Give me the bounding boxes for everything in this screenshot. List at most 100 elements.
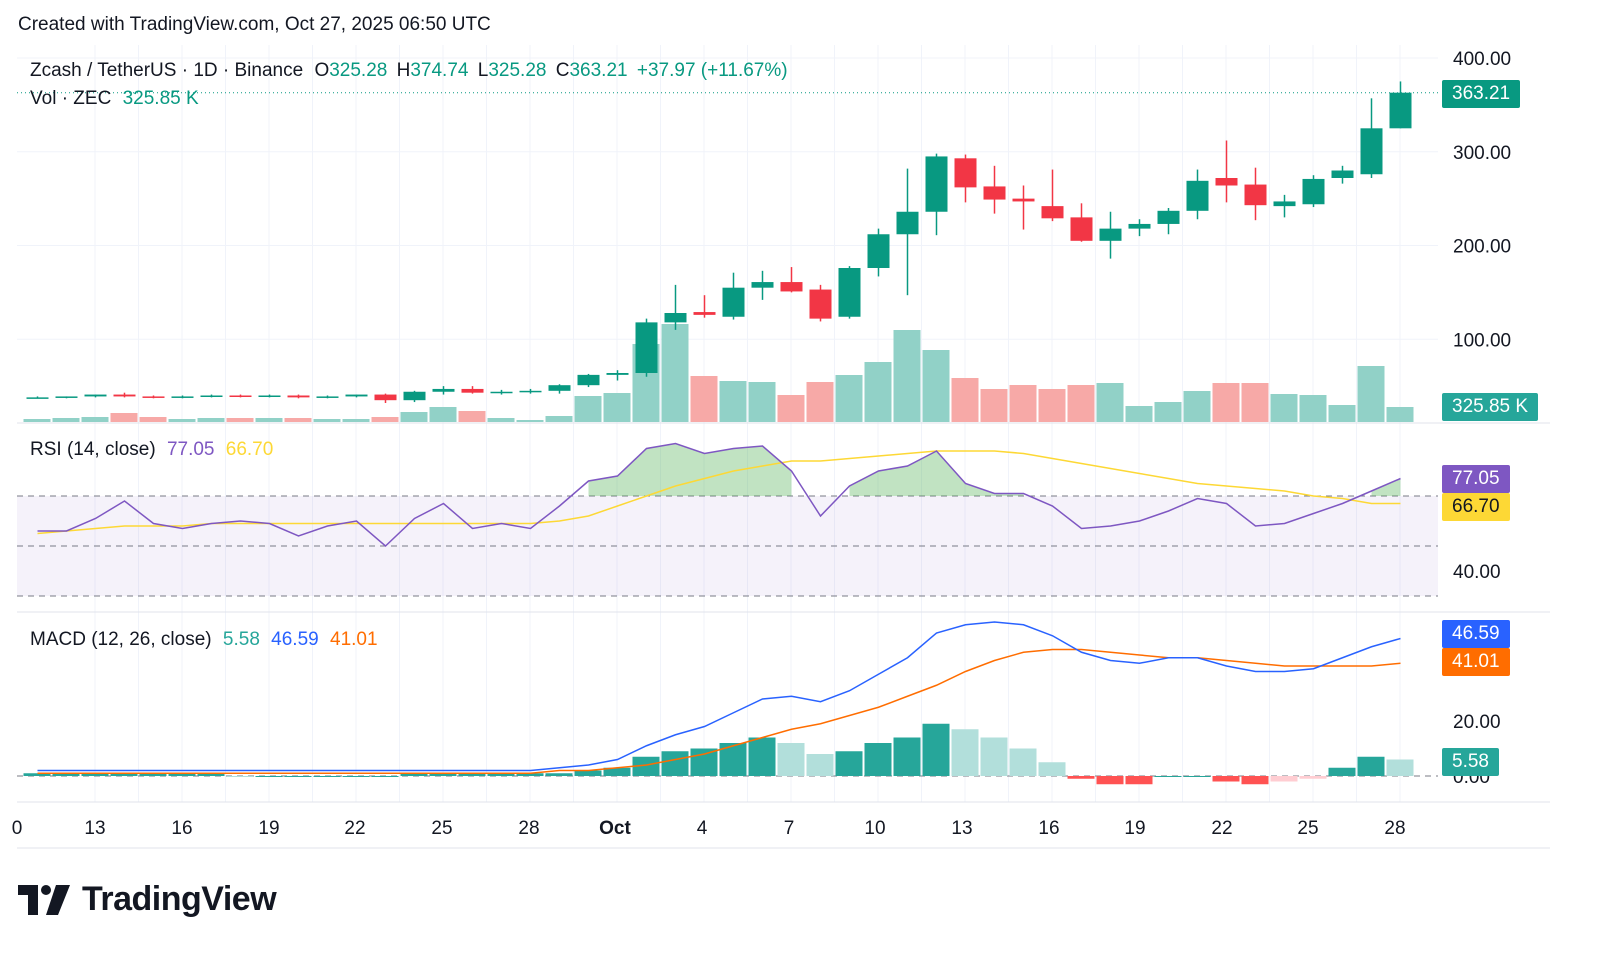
macd-histogram-bar: [1328, 767, 1356, 776]
close-label: C: [555, 60, 570, 81]
macd-histogram-bar: [429, 773, 457, 776]
time-axis-label: 7: [784, 818, 795, 839]
macd-histogram-bar: [516, 773, 544, 776]
macd-histogram-bar: [893, 737, 921, 776]
macd-hist-value: 5.58: [222, 629, 260, 650]
candle-body: [519, 390, 542, 393]
macd-histogram-bar: [313, 776, 341, 777]
candle-body: [635, 322, 658, 373]
volume-bar: [255, 418, 283, 422]
hist-tag: 5.58: [1442, 748, 1499, 776]
macd-histogram-bar: [864, 743, 892, 776]
candle-body: [693, 312, 716, 315]
volume-bar: [1009, 385, 1037, 422]
macd-histogram-bar: [574, 770, 602, 776]
macd-histogram-bar: [1009, 748, 1037, 776]
macd-histogram-bar: [342, 776, 370, 777]
signal-tag: 41.01: [1442, 648, 1510, 676]
time-axis-label: 25: [1297, 818, 1318, 839]
time-axis-label: 13: [84, 818, 105, 839]
price-axis-label: 100.00: [1453, 330, 1511, 351]
macd-histogram-bar: [1067, 776, 1095, 779]
open-value: 325.28: [329, 60, 388, 81]
volume-bar: [1154, 402, 1182, 422]
open-label: O: [314, 60, 330, 81]
price-tag: 363.21: [1442, 80, 1521, 108]
price-axis-label: 400.00: [1453, 49, 1511, 70]
volume-bar: [400, 412, 428, 422]
macd-histogram-bar: [1241, 776, 1269, 785]
candle-body: [925, 156, 948, 212]
macd-histogram-bar: [690, 748, 718, 776]
time-axis-label: 19: [258, 818, 279, 839]
volume-bar: [1212, 383, 1240, 422]
macd-signal-line: [37, 648, 1401, 774]
candle-body: [1041, 206, 1064, 219]
volume-bar: [574, 396, 602, 422]
created-with-caption: Created with TradingView.com, Oct 27, 20…: [18, 14, 491, 35]
candle-body: [1331, 170, 1354, 178]
macd-histogram-bar: [226, 776, 254, 777]
tradingview-logo-icon: [18, 884, 70, 915]
candle-body: [867, 234, 890, 268]
macd-histogram-bar: [487, 773, 515, 776]
low-label: L: [477, 60, 489, 81]
time-axis-label: 28: [1384, 818, 1405, 839]
volume-bar: [922, 350, 950, 422]
candle-body: [1302, 178, 1325, 205]
macd-histogram-bar: [23, 773, 51, 776]
candle-body: [838, 268, 861, 317]
macd-histogram-bar: [110, 773, 138, 776]
macd-histogram-bar: [1270, 776, 1298, 782]
candle-body: [55, 396, 78, 398]
macd-histogram-bar: [1154, 776, 1182, 777]
time-axis-label: 10: [864, 818, 885, 839]
macd-histogram-bar: [1038, 762, 1066, 776]
candle-body: [896, 211, 919, 235]
macd-histogram-bar: [1212, 776, 1240, 782]
volume-bar: [371, 417, 399, 422]
tradingview-logo[interactable]: TradingView: [18, 880, 277, 919]
volume-bar: [1270, 394, 1298, 422]
volume-bar: [777, 395, 805, 422]
volume-bar: [1299, 395, 1327, 422]
time-axis-label: 25: [431, 818, 452, 839]
volume-bar: [1125, 406, 1153, 422]
rsi-tag: 77.05: [1442, 465, 1510, 493]
macd-histogram-bar: [1386, 759, 1414, 776]
macd-histogram-bar: [371, 776, 399, 777]
volume-bar: [1038, 389, 1066, 422]
macd-histogram-bar: [458, 773, 486, 776]
candle-body: [809, 289, 832, 319]
volume-bar: [284, 418, 312, 422]
candle-body: [954, 158, 977, 188]
macd-histogram-bar: [52, 773, 80, 776]
time-axis-label: 22: [344, 818, 365, 839]
time-axis-label: 0: [12, 818, 23, 839]
candle-body: [983, 186, 1006, 200]
volume-bar: [313, 419, 341, 422]
volume-bar: [429, 407, 457, 422]
volume-bar: [516, 420, 544, 422]
macd-histogram-bar: [255, 776, 283, 777]
macd-histogram-bar: [1125, 776, 1153, 785]
close-value: 363.21: [569, 60, 628, 81]
macd-label: MACD (12, 26, close): [30, 629, 212, 650]
macd-signal-value: 41.01: [330, 629, 378, 650]
volume-bar: [1328, 405, 1356, 422]
candle-body: [200, 395, 223, 397]
brand-name: TradingView: [82, 880, 277, 918]
macd-histogram-bar: [139, 773, 167, 776]
candle-body: [461, 388, 484, 393]
volume-bar: [81, 417, 109, 422]
candle-body: [84, 394, 107, 397]
volume-bar: [864, 362, 892, 422]
rsi-ma-value: 66.70: [225, 439, 274, 460]
volume-bar: [23, 419, 51, 422]
rsi-legend: RSI (14, close) 77.05 66.70: [30, 439, 273, 461]
low-value: 325.28: [488, 60, 547, 81]
macd-histogram-bar: [81, 773, 109, 776]
macd-histogram-bar: [632, 756, 660, 776]
